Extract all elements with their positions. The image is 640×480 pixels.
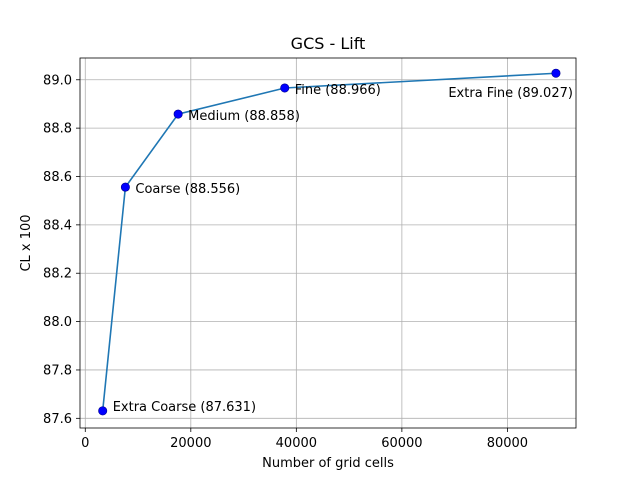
tick-layer: 0 20000 40000 60000 80000 87.6 87.8 88.0 88.2 88.… <box>43 73 528 451</box>
y-tick-label: 88.0 <box>43 315 72 330</box>
x-tick-label: 40000 <box>276 436 317 451</box>
y-tick-label: 88.8 <box>43 122 72 137</box>
y-tick-label: 87.6 <box>43 412 72 427</box>
y-axis-label: CL x 100 <box>19 214 34 271</box>
series-line <box>101 72 556 411</box>
y-tick-label: 88.2 <box>43 267 72 282</box>
y-tick-label: 88.6 <box>43 170 72 185</box>
y-tick-label: 88.4 <box>43 218 72 233</box>
y-tick-label: 89.0 <box>43 73 72 88</box>
point-annotation: Coarse (88.556) <box>135 182 240 197</box>
y-tick-label: 87.8 <box>43 363 72 378</box>
plot-frame <box>79 57 577 429</box>
x-axis-label: Number of grid cells <box>262 456 394 471</box>
data-point <box>551 68 561 78</box>
point-annotation: Extra Fine (89.027) <box>448 86 573 101</box>
x-tick-label: 0 <box>81 436 89 451</box>
x-tick-label: 20000 <box>170 436 211 451</box>
data-point <box>280 83 290 93</box>
annotation-layer: Extra Coarse (87.631) Coarse (88.556) Medi… <box>113 83 573 415</box>
chart-title: GCS - Lift <box>291 34 366 53</box>
point-annotation: Fine (88.966) <box>295 83 381 98</box>
data-point <box>120 182 130 192</box>
x-tick-label: 80000 <box>487 436 528 451</box>
series-layer <box>98 68 561 416</box>
data-point <box>98 406 108 416</box>
point-annotation: Extra Coarse (87.631) <box>113 400 256 415</box>
x-tick-label: 60000 <box>381 436 422 451</box>
data-point <box>173 109 183 119</box>
point-annotation: Medium (88.858) <box>188 109 300 124</box>
grid-layer <box>80 58 576 428</box>
